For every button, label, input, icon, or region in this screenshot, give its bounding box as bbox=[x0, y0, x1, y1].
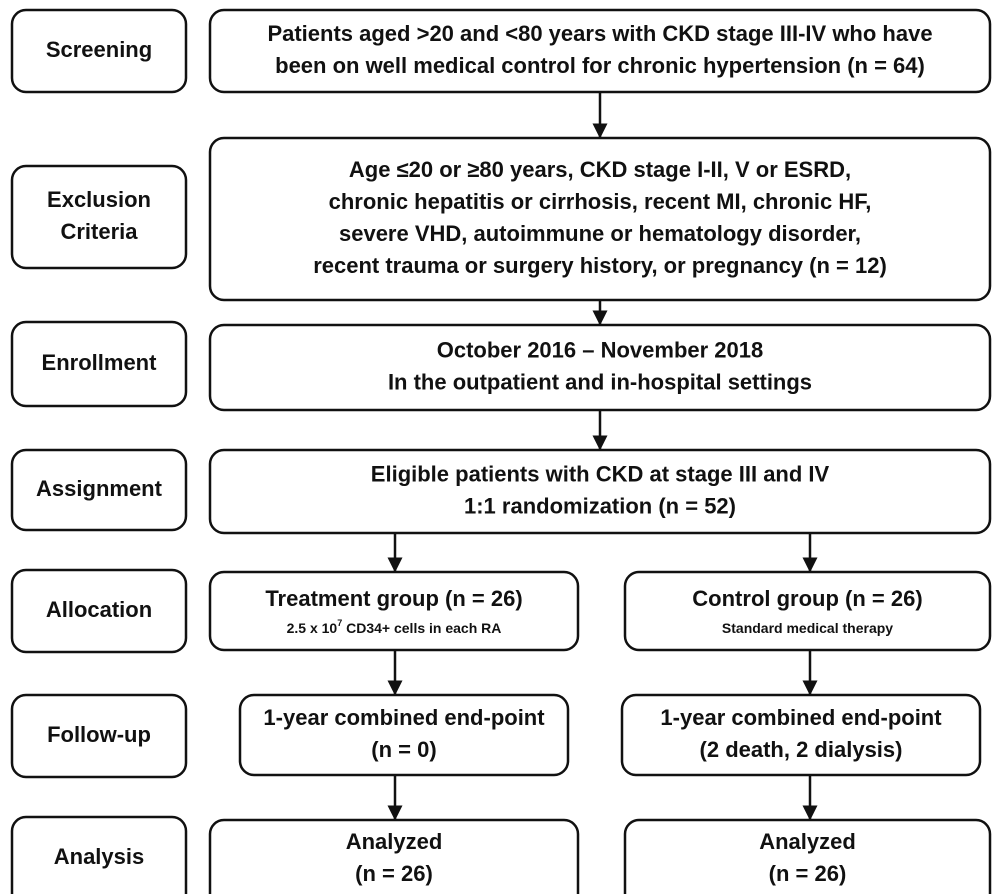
step-box bbox=[208, 323, 992, 412]
stage-label-box bbox=[10, 8, 188, 94]
step-text: Control group (n = 26) bbox=[692, 586, 922, 611]
step-text: (n = 26) bbox=[355, 861, 433, 886]
step-text: severe VHD, autoimmune or hematology dis… bbox=[339, 221, 861, 246]
step-text: Patients aged >20 and <80 years with CKD… bbox=[267, 21, 932, 46]
stage-label-box bbox=[10, 164, 188, 270]
step-text: October 2016 – November 2018 bbox=[437, 337, 764, 362]
step-text: 1-year combined end-point bbox=[263, 705, 545, 730]
step-box bbox=[208, 136, 992, 302]
step-text: (n = 26) bbox=[769, 861, 847, 886]
stage-row: Enrollment October 2016 – November 2018 In… bbox=[10, 320, 992, 412]
stage-label-box bbox=[10, 568, 188, 654]
step-text: chronic hepatitis or cirrhosis, recent M… bbox=[329, 189, 872, 214]
step-box bbox=[208, 570, 580, 652]
stage-label: Assignment bbox=[36, 476, 163, 501]
step-text: been on well medical control for chronic… bbox=[275, 53, 925, 78]
note-part: 7 bbox=[337, 618, 342, 628]
step-text: 1:1 randomization (n = 52) bbox=[464, 493, 736, 518]
step-box bbox=[208, 448, 992, 535]
step-note: Standard medical therapy bbox=[722, 620, 893, 636]
note-part: 2.5 x 10 bbox=[287, 620, 338, 636]
step-text: 1-year combined end-point bbox=[660, 705, 942, 730]
stage-row: Exclusion Criteria Age ≤20 or ≥80 years, C… bbox=[10, 136, 992, 302]
step-box bbox=[623, 818, 992, 894]
step-box bbox=[623, 570, 992, 652]
stage-label: Allocation bbox=[46, 597, 152, 622]
stage-label: Exclusion bbox=[47, 187, 151, 212]
note-part: Standard medical therapy bbox=[722, 620, 893, 636]
stage-label: Follow-up bbox=[47, 722, 151, 747]
step-text: Analyzed bbox=[759, 829, 856, 854]
step-text: In the outpatient and in-hospital settin… bbox=[388, 369, 812, 394]
stage-row: Follow-up 1-year combined end-point (n = 0… bbox=[10, 693, 982, 779]
step-box bbox=[238, 693, 570, 777]
stage-label: Analysis bbox=[54, 844, 145, 869]
stage-label: Enrollment bbox=[42, 350, 158, 375]
step-note: 2.5 x 107 CD34+ cells in each RA bbox=[287, 618, 502, 635]
arrows bbox=[387, 92, 818, 821]
stage-label-box bbox=[10, 815, 188, 894]
stage-label-box bbox=[10, 693, 188, 779]
step-text: Treatment group (n = 26) bbox=[265, 586, 522, 611]
step-text: (2 death, 2 dialysis) bbox=[700, 737, 903, 762]
stage-label-box bbox=[10, 320, 188, 408]
note-part: CD34+ cells in each RA bbox=[342, 620, 501, 636]
step-text: Eligible patients with CKD at stage III … bbox=[371, 461, 830, 486]
stage-row: Assignment Eligible patients with CKD at … bbox=[10, 448, 992, 535]
step-box bbox=[620, 693, 982, 777]
stage-row: Allocation Treatment group (n = 26) 2.5 x … bbox=[10, 568, 992, 654]
stage-row: Screening Patients aged >20 and <80 years… bbox=[10, 8, 992, 94]
step-text: Age ≤20 or ≥80 years, CKD stage I-II, V … bbox=[349, 157, 851, 182]
stage-label-box bbox=[10, 448, 188, 532]
step-text: (n = 0) bbox=[371, 737, 436, 762]
step-box bbox=[208, 818, 580, 894]
step-text: recent trauma or surgery history, or pre… bbox=[313, 253, 887, 278]
stage-label: Screening bbox=[46, 37, 152, 62]
stage-row: Analysis Analyzed (n = 26) Analyzed (n = 26) bbox=[10, 815, 992, 894]
step-text: Analyzed bbox=[346, 829, 443, 854]
stage-label: Criteria bbox=[60, 219, 138, 244]
step-box bbox=[208, 8, 992, 94]
